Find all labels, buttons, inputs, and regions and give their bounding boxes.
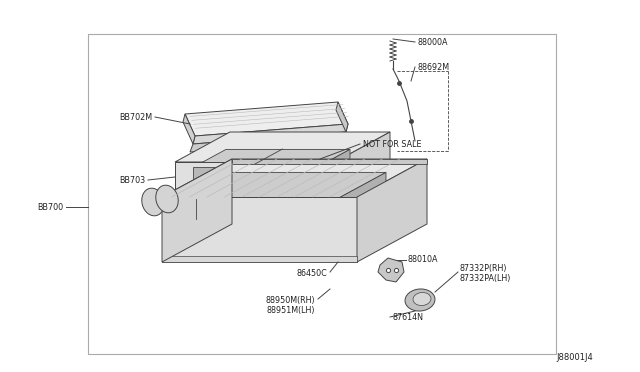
Text: J88001J4: J88001J4 (556, 353, 593, 362)
Text: 87614N: 87614N (393, 314, 424, 323)
Text: NOT FOR SALE: NOT FOR SALE (363, 140, 422, 148)
Polygon shape (357, 159, 427, 262)
Ellipse shape (405, 289, 435, 311)
Polygon shape (193, 190, 350, 203)
Polygon shape (162, 197, 357, 262)
Polygon shape (193, 124, 348, 144)
Polygon shape (182, 172, 386, 199)
Polygon shape (190, 132, 346, 152)
Polygon shape (337, 172, 386, 219)
Text: BB703: BB703 (119, 176, 145, 185)
Polygon shape (175, 132, 390, 162)
Text: 88000A: 88000A (418, 38, 449, 46)
Text: BB700: BB700 (37, 202, 63, 212)
Polygon shape (162, 256, 357, 262)
Text: 86450C: 86450C (296, 269, 327, 278)
Polygon shape (336, 102, 348, 132)
Ellipse shape (142, 188, 164, 216)
Polygon shape (232, 159, 427, 164)
Polygon shape (317, 150, 350, 203)
Polygon shape (162, 159, 427, 197)
Polygon shape (335, 132, 390, 212)
Bar (88, 34, 556, 354)
Text: 88010A: 88010A (408, 256, 438, 264)
Ellipse shape (413, 292, 431, 305)
Text: 87332PA(LH): 87332PA(LH) (460, 275, 511, 283)
Text: 87332P(RH): 87332P(RH) (460, 264, 508, 273)
Polygon shape (182, 199, 337, 219)
Text: 88951M(LH): 88951M(LH) (266, 305, 315, 314)
Polygon shape (193, 167, 317, 203)
Polygon shape (378, 258, 404, 282)
Polygon shape (185, 102, 348, 136)
Polygon shape (162, 159, 232, 262)
Ellipse shape (156, 185, 178, 213)
Text: BB702M: BB702M (119, 112, 152, 122)
Polygon shape (175, 162, 335, 212)
Text: 88692M: 88692M (418, 62, 450, 71)
Polygon shape (183, 114, 195, 144)
Text: 88950M(RH): 88950M(RH) (266, 295, 315, 305)
Polygon shape (193, 150, 350, 167)
